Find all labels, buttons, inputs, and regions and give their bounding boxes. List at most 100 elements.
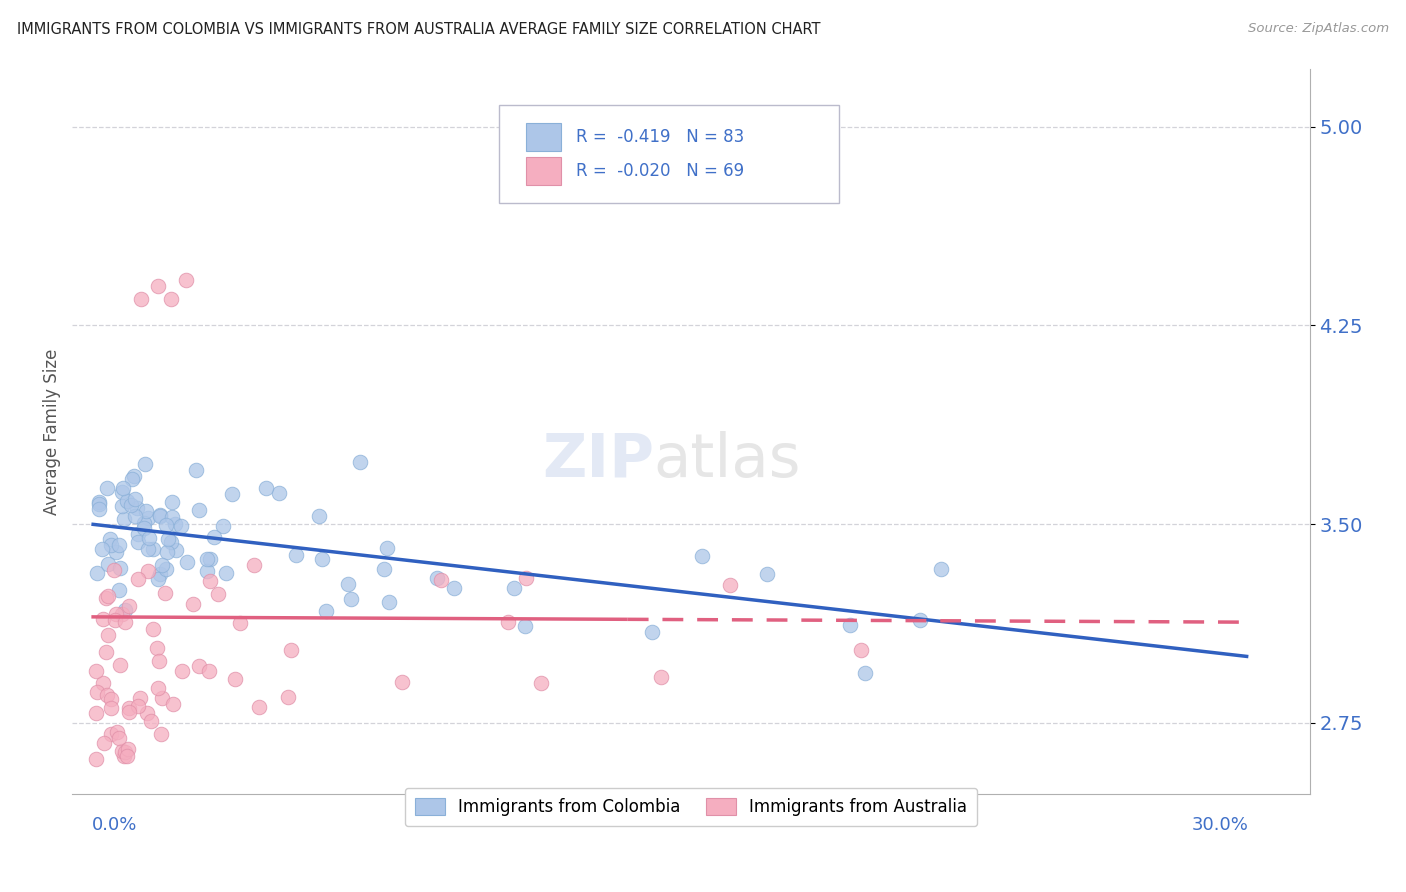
Point: [176, 555, 198, 569]
Point: [93, 736, 115, 750]
Point: [100, 538, 122, 552]
Point: [91, 612, 114, 626]
Point: [132, 521, 155, 535]
Point: [108, 658, 131, 673]
Point: [160, 494, 183, 508]
Text: 30.0%: 30.0%: [1191, 815, 1249, 833]
Point: [176, 273, 198, 287]
Point: [124, 492, 146, 507]
Bar: [526, 123, 561, 151]
Point: [929, 562, 952, 576]
Point: [111, 499, 134, 513]
Text: Source: ZipAtlas.com: Source: ZipAtlas.com: [1249, 22, 1389, 36]
Point: [349, 455, 371, 469]
Point: [690, 549, 713, 563]
Point: [97, 628, 120, 642]
Point: [91, 541, 114, 556]
Point: [224, 672, 246, 686]
Point: [163, 517, 186, 532]
Point: [197, 551, 219, 566]
Point: [150, 690, 173, 705]
Point: [212, 519, 235, 533]
Point: [86, 665, 108, 679]
Point: [515, 571, 537, 585]
Point: [96, 481, 118, 495]
Point: [132, 516, 155, 531]
Point: [207, 587, 229, 601]
Point: [269, 486, 291, 500]
Point: [150, 558, 173, 572]
Point: [198, 574, 221, 588]
Point: [138, 531, 160, 545]
Point: [114, 615, 136, 629]
Point: [839, 617, 862, 632]
Point: [375, 541, 398, 555]
Bar: [526, 157, 561, 185]
Point: [502, 581, 524, 595]
Point: [118, 701, 141, 715]
Point: [373, 562, 395, 576]
Point: [105, 725, 128, 739]
Point: [229, 616, 252, 631]
Point: [155, 518, 177, 533]
Point: [107, 731, 129, 746]
Point: [115, 748, 138, 763]
Point: [160, 509, 183, 524]
Point: [86, 752, 108, 766]
Point: [108, 538, 131, 552]
Point: [105, 607, 128, 621]
Point: [718, 578, 741, 592]
Point: [112, 749, 135, 764]
Point: [111, 607, 134, 621]
Point: [97, 557, 120, 571]
Point: [112, 512, 135, 526]
Point: [308, 509, 330, 524]
Point: [156, 532, 179, 546]
Point: [127, 572, 149, 586]
Point: [756, 566, 779, 581]
Point: [146, 572, 169, 586]
Point: [134, 458, 156, 472]
Point: [155, 562, 177, 576]
Point: [122, 469, 145, 483]
Point: [84, 706, 107, 720]
Point: [496, 615, 519, 629]
Point: [165, 543, 187, 558]
Point: [136, 564, 159, 578]
Point: [129, 292, 152, 306]
Point: [160, 535, 183, 549]
Point: [128, 690, 150, 705]
Text: R =  -0.020   N = 69: R = -0.020 N = 69: [576, 161, 744, 180]
Point: [127, 534, 149, 549]
Point: [114, 745, 136, 759]
Point: [94, 591, 117, 605]
Point: [111, 743, 134, 757]
Point: [202, 530, 225, 544]
Point: [87, 502, 110, 516]
Point: [114, 603, 136, 617]
Point: [197, 664, 219, 678]
Text: R =  -0.419   N = 83: R = -0.419 N = 83: [576, 128, 744, 145]
Point: [86, 566, 108, 580]
Point: [155, 585, 177, 599]
Point: [277, 690, 299, 704]
Point: [910, 613, 932, 627]
Point: [142, 542, 165, 557]
Point: [285, 548, 308, 562]
Point: [104, 545, 127, 559]
Point: [149, 508, 172, 523]
Point: [530, 676, 553, 690]
Point: [127, 526, 149, 541]
Point: [156, 545, 179, 559]
Legend: Immigrants from Colombia, Immigrants from Australia: Immigrants from Colombia, Immigrants fro…: [405, 788, 977, 826]
Point: [650, 670, 672, 684]
Point: [149, 508, 172, 523]
Point: [96, 688, 118, 702]
Point: [184, 463, 207, 477]
Point: [181, 597, 204, 611]
Point: [87, 497, 110, 511]
Point: [169, 519, 191, 533]
Point: [100, 700, 122, 714]
Point: [641, 625, 664, 640]
Point: [89, 495, 111, 509]
